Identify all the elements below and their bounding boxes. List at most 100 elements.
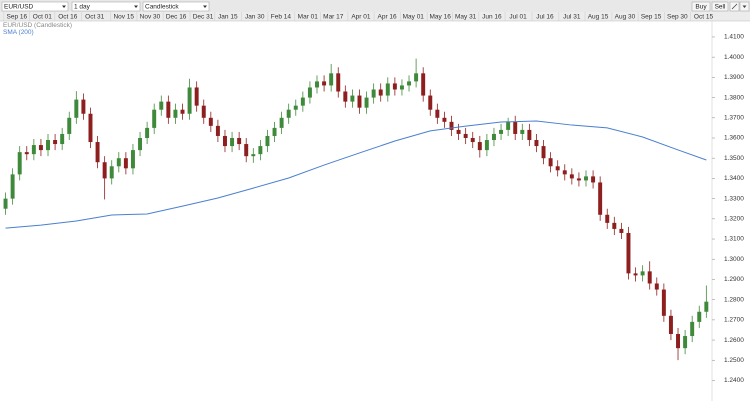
x-tick-label: Apr 16 [378, 14, 398, 21]
x-tick-label: Jan 15 [218, 14, 238, 21]
candle-body [484, 140, 489, 151]
y-tick-label: 1.3700 [724, 115, 744, 122]
candle-body [364, 97, 369, 108]
candle-body [187, 87, 192, 114]
candle-body [230, 137, 235, 147]
candle-body [576, 178, 581, 181]
y-tick-label: 1.2500 [724, 357, 744, 364]
candle-body [647, 271, 652, 284]
y-tick-label: 1.3200 [724, 216, 744, 223]
x-tick-label: Oct 16 [58, 14, 78, 21]
candle-body [421, 73, 426, 96]
dropdown-arrow [203, 5, 207, 8]
candle-body [10, 174, 15, 199]
candle-body [95, 142, 100, 163]
x-tick-label: Aug 30 [615, 14, 636, 21]
candle-body [322, 81, 327, 86]
x-tick-label: Jan 30 [245, 14, 265, 21]
y-tick-label: 1.2800 [724, 296, 744, 303]
candle-body [499, 129, 504, 134]
candle-body [584, 176, 588, 181]
candle-body [272, 127, 277, 136]
candle-body [145, 127, 150, 138]
candle-body [654, 283, 659, 290]
symbol-text: EUR/USD [4, 4, 34, 11]
candle-body [392, 83, 397, 90]
candle-body [690, 321, 695, 337]
candle-body [569, 174, 574, 179]
x-tick-label: Nov 15 [113, 14, 134, 21]
candle-body [159, 101, 164, 110]
y-tick-label: 1.2600 [724, 337, 744, 344]
candle-body [371, 89, 376, 98]
x-tick-label: May 16 [430, 14, 452, 21]
candle-body [513, 121, 518, 134]
candle-body [668, 315, 673, 335]
candle-body [116, 158, 121, 167]
candle-body [180, 109, 185, 114]
candle-body [109, 166, 114, 179]
y-tick-label: 1.3800 [724, 94, 744, 101]
candle-body [598, 182, 603, 215]
candle-body [357, 95, 362, 108]
x-tick-label: Feb 14 [271, 14, 292, 21]
candle-body [541, 146, 546, 159]
x-tick-label: Apr 01 [351, 14, 371, 21]
menu-icon [742, 5, 747, 8]
y-tick-label: 1.3300 [724, 195, 744, 202]
y-tick-label: 1.3400 [724, 175, 744, 182]
candle-body [640, 271, 645, 276]
x-tick-label: Dec 31 [193, 14, 214, 21]
candle-body [152, 109, 157, 128]
candle-body [17, 152, 22, 175]
x-tick-label: Sep 30 [667, 14, 688, 21]
candle-body [237, 137, 242, 145]
symbol-select[interactable] [1, 1, 69, 12]
candle-body [619, 228, 624, 233]
candle-body [293, 105, 298, 110]
y-tick-label: 1.3500 [724, 155, 744, 162]
candle-body [336, 73, 341, 92]
candle-body [194, 87, 199, 106]
candle-body [215, 125, 220, 136]
x-tick-label: Jun 16 [482, 14, 502, 21]
y-tick-label: 1.2400 [724, 377, 744, 384]
candle-body [562, 170, 567, 175]
candle-body [527, 129, 532, 141]
candle-body [456, 129, 461, 134]
candle-body [555, 166, 560, 171]
candle-body [633, 273, 638, 276]
sma-line [5, 120, 707, 229]
candle-body [265, 135, 270, 147]
interval-select[interactable] [71, 1, 141, 12]
x-tick-label: Sep 16 [7, 14, 28, 21]
x-tick-label: Jul 16 [536, 14, 554, 21]
sell-text: Sell [715, 4, 726, 11]
candle-body [258, 146, 263, 155]
dropdown-arrow [134, 5, 138, 8]
candle-body [102, 162, 107, 179]
candle-body [166, 101, 171, 118]
candle-body [173, 109, 178, 118]
candle-body [442, 117, 447, 122]
x-tick-label: Nov 30 [140, 14, 161, 21]
buy-button[interactable] [691, 1, 711, 12]
candle-body [74, 99, 79, 118]
sell-button[interactable] [711, 1, 729, 12]
y-tick-label: 1.3100 [724, 236, 744, 243]
chart-type-select[interactable] [142, 1, 210, 12]
candle-body [612, 222, 617, 229]
candle-body [279, 117, 284, 128]
candle-body [605, 214, 610, 223]
candle-body [491, 133, 496, 141]
candle-body [435, 109, 440, 118]
candle-body [300, 97, 305, 106]
x-tick-label: Dec 16 [166, 14, 187, 21]
candle-body [81, 99, 86, 114]
x-tick-label: Oct 31 [85, 14, 105, 21]
candle-body [67, 117, 72, 134]
x-tick-label: Jul 31 [563, 14, 581, 21]
candle-body [46, 140, 50, 151]
x-tick-label: Jul 01 [509, 14, 527, 21]
